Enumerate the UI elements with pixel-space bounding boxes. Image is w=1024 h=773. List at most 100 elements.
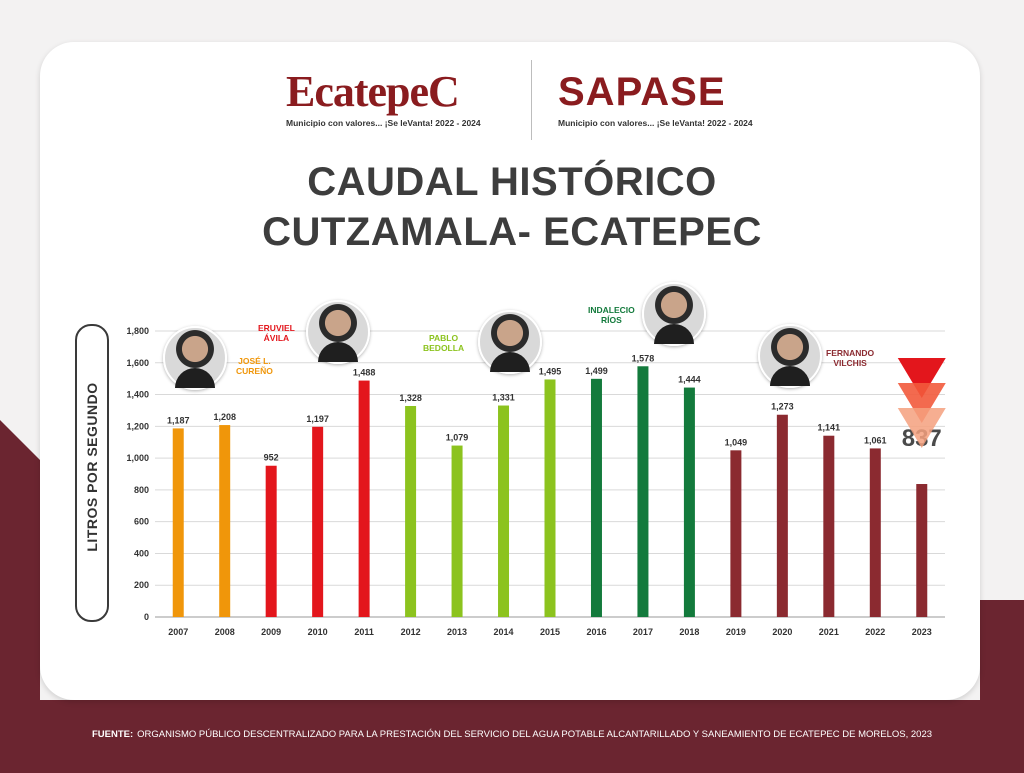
- down-arrow-icon: [897, 408, 946, 448]
- data-label: 952: [264, 453, 279, 463]
- y-tick-label: 1,800: [126, 326, 149, 336]
- sapase-logo-wordmark: SAPASE: [558, 70, 726, 114]
- x-tick-label: 2023: [912, 627, 932, 637]
- bar: [265, 465, 277, 617]
- x-tick-label: 2013: [447, 627, 467, 637]
- bar: [405, 405, 417, 617]
- y-tick-label: 0: [144, 612, 149, 622]
- person-label-jose-cureno: JOSÉ L. CUREÑO: [236, 356, 273, 376]
- bar: [312, 426, 324, 617]
- y-tick-label: 1,400: [126, 390, 149, 400]
- x-tick-label: 2015: [540, 627, 560, 637]
- ecatepec-logo-tagline: Municipio con valores... ¡Se leVanta! 20…: [286, 118, 481, 128]
- person-label-eruviel-avila: ERUVIEL ÁVILA: [258, 323, 295, 343]
- down-arrow-icon: [897, 358, 946, 398]
- person-label-line: ÁVILA: [263, 333, 290, 343]
- bar: [869, 448, 881, 617]
- x-tick-label: 2012: [401, 627, 421, 637]
- x-tick-label: 2014: [494, 627, 514, 637]
- bar: [219, 425, 231, 617]
- person-label-line: INDALECIO: [588, 305, 635, 315]
- bar: [637, 366, 649, 617]
- avatar-pablo-bedolla: [478, 310, 542, 374]
- chart-title-line-2: CUTZAMALA- ECATEPEC: [262, 210, 762, 254]
- bar: [590, 378, 602, 617]
- bar: [451, 445, 463, 617]
- ecatepec-logo-wordmark: EcatepeC: [286, 67, 460, 116]
- data-label: 1,141: [818, 423, 841, 433]
- bar: [544, 379, 556, 617]
- source-text: ORGANISMO PÚBLICO DESCENTRALIZADO PARA L…: [137, 729, 933, 740]
- sapase-logo-tagline: Municipio con valores... ¡Se leVanta! 20…: [558, 118, 753, 128]
- data-label: 1,488: [353, 368, 376, 378]
- avatar-fernando-vilchis: [758, 324, 822, 388]
- bar: [916, 484, 928, 617]
- bar: [823, 435, 835, 617]
- bar: [498, 405, 510, 617]
- data-label: 1,197: [306, 414, 329, 424]
- y-tick-label: 1,200: [126, 421, 149, 431]
- x-tick-label: 2007: [168, 627, 188, 637]
- data-label: 1,208: [213, 412, 236, 422]
- x-tick-label: 2008: [215, 627, 235, 637]
- logos-header: EcatepeC Municipio con valores... ¡Se le…: [0, 60, 1024, 140]
- x-tick-label: 2019: [726, 627, 746, 637]
- data-label: 1,273: [771, 402, 794, 412]
- person-label-line: CUREÑO: [236, 366, 273, 376]
- avatar-jose-cureno: [163, 326, 227, 390]
- person-label-line: JOSÉ L.: [238, 356, 271, 366]
- person-label-pablo-bedolla: PABLO BEDOLLA: [423, 333, 464, 353]
- bar: [776, 414, 788, 617]
- person-label-line: BEDOLLA: [423, 343, 465, 353]
- source-label: FUENTE:: [91, 729, 134, 740]
- data-label: 1,328: [399, 393, 422, 403]
- data-label: 1,061: [864, 435, 887, 445]
- data-label: 1,079: [446, 433, 469, 443]
- x-tick-label: 2016: [586, 627, 606, 637]
- data-label: 1,578: [632, 353, 655, 363]
- y-tick-label: 800: [134, 485, 149, 495]
- down-arrow-icon: [897, 383, 946, 423]
- bar: [730, 450, 742, 617]
- person-label-line: FERNANDO: [826, 348, 875, 358]
- person-label-line: VILCHIS: [833, 358, 867, 368]
- x-tick-label: 2020: [772, 627, 792, 637]
- bar: [683, 387, 695, 617]
- y-tick-label: 1,600: [126, 358, 149, 368]
- y-tick-label: 400: [134, 548, 149, 558]
- y-tick-label: 1,000: [126, 453, 149, 463]
- x-tick-label: 2021: [819, 627, 839, 637]
- x-tick-label: 2017: [633, 627, 653, 637]
- x-tick-label: 2010: [308, 627, 328, 637]
- data-label: 1,444: [678, 375, 701, 385]
- y-axis-label-box: LITROS POR SEGUNDO: [75, 324, 109, 622]
- x-tick-label: 2009: [261, 627, 281, 637]
- person-label-fernando-vilchis: FERNANDO VILCHIS: [826, 348, 874, 368]
- data-label: 1,049: [725, 437, 748, 447]
- y-tick-label: 600: [134, 517, 149, 527]
- x-tick-label: 2011: [354, 627, 374, 637]
- chart-title-line-1: CAUDAL HISTÓRICO: [307, 160, 717, 204]
- ecatepec-logo: EcatepeC Municipio con valores... ¡Se le…: [286, 66, 506, 128]
- person-label-line: PABLO: [428, 333, 459, 343]
- data-label: 1,499: [585, 366, 608, 376]
- data-label: 1,331: [492, 393, 515, 403]
- data-label: 1,187: [167, 415, 190, 425]
- person-label-line: ERUVIEL: [258, 323, 295, 333]
- sapase-logo: SAPASE Municipio con valores... ¡Se leVa…: [558, 66, 753, 128]
- x-tick-label: 2022: [865, 627, 885, 637]
- person-label-indalecio-rios: INDALECIO RÍOS: [588, 305, 635, 325]
- bar: [358, 380, 370, 617]
- bar: [172, 428, 184, 617]
- source-footer: FUENTE: ORGANISMO PÚBLICO DESCENTRALIZADO…: [0, 729, 1024, 740]
- data-label: 1,495: [539, 366, 562, 376]
- y-tick-label: 200: [134, 580, 149, 590]
- maroon-band: [0, 420, 1024, 773]
- avatar-indalecio-rios: [642, 282, 706, 346]
- x-tick-label: 2018: [679, 627, 699, 637]
- person-label-line: RÍOS: [600, 315, 622, 325]
- avatar-eruviel-avila: [306, 300, 370, 364]
- logo-divider: [531, 60, 532, 140]
